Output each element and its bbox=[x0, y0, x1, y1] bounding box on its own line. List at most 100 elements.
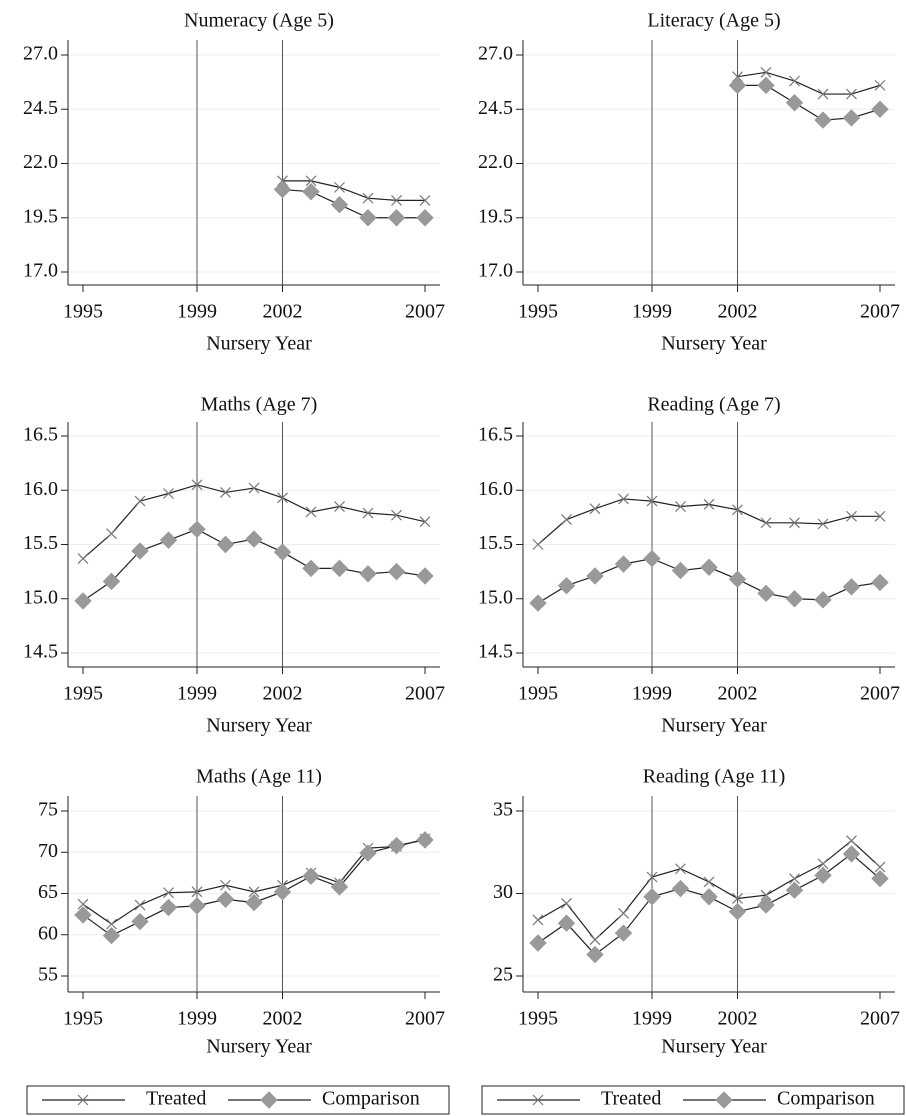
x-tick-label: 1999 bbox=[177, 683, 217, 705]
marker bbox=[102, 572, 121, 591]
marker bbox=[159, 531, 178, 549]
marker bbox=[191, 886, 203, 898]
y-tick-label: 17.0 bbox=[23, 260, 58, 282]
marker bbox=[188, 897, 206, 915]
marker bbox=[74, 906, 92, 924]
marker bbox=[760, 66, 772, 78]
series-line bbox=[537, 498, 880, 545]
marker bbox=[846, 88, 857, 100]
x-tick-label: 1995 bbox=[518, 1008, 558, 1030]
marker bbox=[842, 845, 861, 863]
marker bbox=[589, 503, 601, 515]
marker bbox=[359, 565, 377, 583]
x-tick-label: 2002 bbox=[718, 301, 758, 323]
y-tick-label: 14.5 bbox=[23, 641, 58, 663]
x-tick-label: 1995 bbox=[63, 683, 103, 705]
marker bbox=[789, 75, 800, 87]
marker bbox=[675, 501, 686, 512]
marker bbox=[842, 578, 861, 596]
marker bbox=[532, 539, 544, 550]
legend: Treated Comparison bbox=[26, 1085, 450, 1115]
x-tick-label: 2002 bbox=[263, 683, 303, 705]
marker bbox=[106, 918, 117, 930]
chart-title: Literacy (Age 5) bbox=[647, 10, 780, 32]
x-tick-label: 2007 bbox=[860, 1008, 900, 1030]
marker bbox=[188, 520, 206, 539]
marker bbox=[561, 897, 572, 909]
y-tick-label: 25 bbox=[493, 964, 513, 986]
marker bbox=[248, 482, 260, 494]
marker bbox=[871, 100, 889, 118]
marker bbox=[220, 486, 231, 498]
legend: Treated Comparison bbox=[481, 1085, 905, 1115]
marker bbox=[700, 888, 718, 906]
legend-label: Treated bbox=[601, 1088, 661, 1110]
marker bbox=[220, 879, 231, 891]
y-tick-label: 16.5 bbox=[23, 424, 58, 446]
marker bbox=[273, 180, 292, 199]
marker bbox=[131, 912, 149, 931]
x-tick-label: 1995 bbox=[518, 683, 558, 705]
marker bbox=[785, 881, 804, 899]
marker bbox=[760, 517, 772, 529]
marker bbox=[846, 835, 857, 847]
marker bbox=[760, 889, 772, 901]
marker bbox=[589, 934, 601, 946]
marker bbox=[671, 561, 690, 580]
series-line bbox=[282, 180, 425, 201]
marker bbox=[817, 88, 829, 100]
x-tick-label: 2007 bbox=[860, 301, 900, 323]
marker bbox=[817, 858, 829, 870]
marker bbox=[77, 553, 89, 565]
marker bbox=[728, 76, 747, 95]
chart-title: Maths (Age 11) bbox=[196, 766, 322, 788]
x-tick-label: 2002 bbox=[263, 1008, 303, 1030]
marker bbox=[245, 893, 263, 912]
marker bbox=[817, 518, 829, 530]
marker bbox=[557, 914, 576, 932]
marker bbox=[732, 893, 743, 904]
marker bbox=[700, 558, 718, 576]
marker bbox=[106, 528, 117, 540]
marker bbox=[191, 479, 203, 491]
marker bbox=[789, 517, 800, 529]
marker bbox=[419, 194, 431, 206]
marker bbox=[785, 590, 804, 608]
marker bbox=[277, 492, 288, 504]
marker bbox=[814, 591, 832, 609]
y-tick-label: 16.0 bbox=[478, 478, 513, 500]
marker bbox=[387, 836, 406, 855]
legend-label: Comparison bbox=[777, 1088, 875, 1110]
marker bbox=[757, 76, 775, 95]
series-line bbox=[282, 188, 425, 219]
panel: Maths (Age 11) 55 60 65 70 75 1995 1999 2002 2007… bbox=[38, 766, 445, 1058]
x-tick-label: 1995 bbox=[518, 301, 558, 323]
marker bbox=[216, 535, 235, 554]
y-tick-label: 17.0 bbox=[478, 260, 513, 282]
y-tick-label: 15.0 bbox=[478, 586, 513, 608]
marker bbox=[362, 507, 374, 519]
marker bbox=[618, 493, 629, 505]
panel: Numeracy (Age 5) 17.0 19.5 22.0 24.5 27.0 1995… bbox=[23, 10, 445, 355]
marker bbox=[789, 873, 800, 885]
marker bbox=[330, 559, 349, 578]
marker bbox=[391, 509, 402, 521]
marker bbox=[416, 567, 434, 585]
x-axis-label: Nursery Year bbox=[206, 1036, 312, 1058]
marker bbox=[728, 902, 747, 921]
y-tick-label: 15.5 bbox=[478, 532, 513, 554]
marker bbox=[362, 192, 374, 204]
marker bbox=[359, 844, 377, 862]
marker bbox=[675, 863, 686, 875]
marker bbox=[846, 510, 857, 522]
x-axis-label: Nursery Year bbox=[661, 333, 767, 355]
panel: Reading (Age 7) 14.5 15.0 15.5 16.0 16.5 1995 1… bbox=[478, 394, 900, 737]
marker bbox=[74, 592, 92, 610]
marker bbox=[273, 543, 292, 561]
y-tick-label: 22.0 bbox=[23, 151, 58, 173]
x-tick-label: 2002 bbox=[263, 301, 303, 323]
marker bbox=[305, 175, 317, 187]
marker bbox=[671, 879, 690, 898]
marker bbox=[732, 504, 743, 516]
